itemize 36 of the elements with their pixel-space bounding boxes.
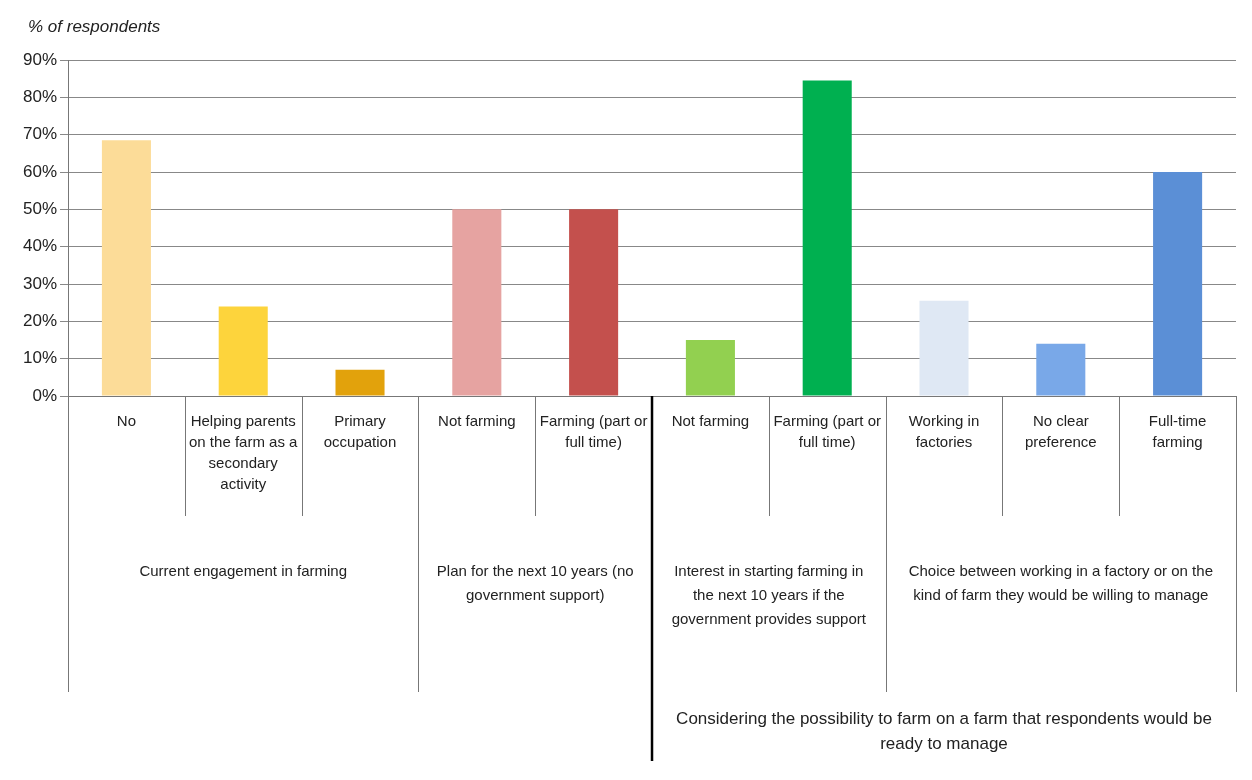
bar: [218, 306, 268, 396]
y-tick-label: 20%: [22, 311, 58, 331]
x-tick-label: Full-time farming: [1148, 411, 1207, 450]
text: Interest in starting farming in the next 10 years if the government provides support: [671, 561, 867, 627]
bar: [802, 80, 852, 396]
x-tick-label: Primary occupation: [323, 411, 397, 450]
x-tick-label: Not farming: [671, 411, 750, 429]
x-tick-label: Helping parents on the farm as a secondary activity: [189, 411, 299, 492]
bar: [452, 209, 502, 396]
bar: [1036, 343, 1086, 396]
bar: [101, 140, 151, 396]
y-tick-label: 90%: [22, 49, 58, 69]
y-tick-label: 0%: [32, 385, 58, 405]
x-tick-label: No clear preference: [1024, 411, 1097, 450]
x-tick-label: Not farming: [438, 411, 516, 429]
text: Considering the possibility to farm on a farm that respondents would be ready to manage: [676, 709, 1212, 754]
y-axis-title: % of respondents: [28, 16, 161, 36]
x-tick-label: Farming (part or full time): [773, 411, 881, 450]
y-tick-label: 10%: [22, 348, 58, 368]
bar: [919, 300, 969, 396]
x-tick-label: Working in factories: [908, 411, 980, 450]
x-tick-label: Farming (part or full time): [539, 411, 648, 450]
y-tick-label: 70%: [22, 124, 58, 144]
y-tick-label: 50%: [22, 199, 58, 219]
text: Choice between working in a factory or on the kind of farm they would be willing to manage: [908, 561, 1213, 603]
bar: [685, 340, 735, 396]
y-tick-label: 40%: [22, 236, 58, 256]
bar: [1153, 172, 1203, 396]
x-tick-label: No: [116, 411, 137, 429]
y-tick-label: 60%: [22, 161, 58, 181]
y-tick-label: 80%: [22, 87, 58, 107]
bar: [569, 209, 619, 396]
y-tick-label: 30%: [22, 273, 58, 293]
text: Current engagement in farming: [139, 561, 348, 579]
bar: [335, 369, 385, 396]
text: Plan for the next 10 years (no government support): [436, 561, 634, 603]
